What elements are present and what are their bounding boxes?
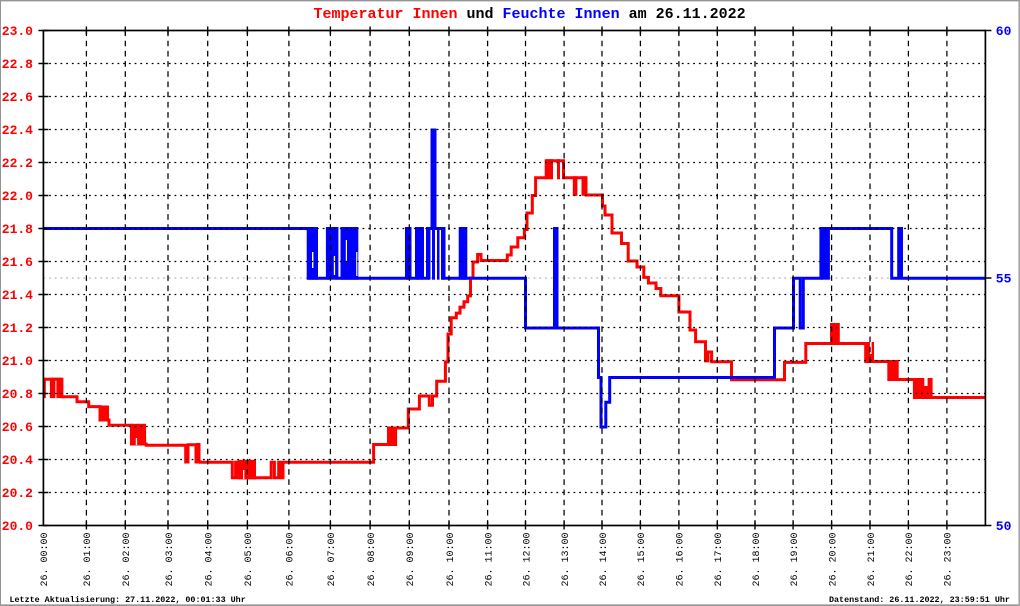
svg-text:26. 04:00: 26. 04:00 — [205, 532, 216, 586]
svg-text:21.8: 21.8 — [2, 222, 33, 237]
svg-text:26. 19:00: 26. 19:00 — [790, 532, 801, 586]
svg-text:60: 60 — [996, 24, 1012, 39]
svg-text:26. 15:00: 26. 15:00 — [637, 532, 648, 586]
svg-text:55: 55 — [996, 272, 1012, 287]
svg-text:26. 22:00: 26. 22:00 — [905, 532, 916, 586]
svg-text:26. 13:00: 26. 13:00 — [561, 532, 572, 586]
svg-text:26. 09:00: 26. 09:00 — [406, 532, 417, 586]
svg-text:26. 11:00: 26. 11:00 — [484, 532, 495, 586]
svg-text:Datenstand: 26.11.2022, 23:59:: Datenstand: 26.11.2022, 23:59:51 Uhr — [829, 595, 1010, 605]
svg-text:26. 02:00: 26. 02:00 — [122, 532, 133, 586]
svg-text:20.0: 20.0 — [2, 519, 33, 534]
svg-text:26. 03:00: 26. 03:00 — [165, 532, 176, 586]
svg-text:23.0: 23.0 — [2, 24, 33, 39]
svg-text:21.2: 21.2 — [2, 321, 33, 336]
svg-text:26. 20:00: 26. 20:00 — [828, 532, 839, 586]
svg-text:22.4: 22.4 — [2, 123, 33, 138]
svg-text:26. 17:00: 26. 17:00 — [714, 532, 725, 586]
svg-text:26. 14:00: 26. 14:00 — [599, 532, 610, 586]
svg-text:26. 12:00: 26. 12:00 — [522, 532, 533, 586]
svg-text:Letzte Aktualisierung: 27.11.2: Letzte Aktualisierung: 27.11.2022, 00:01… — [10, 595, 246, 605]
svg-text:26. 08:00: 26. 08:00 — [367, 532, 378, 586]
svg-text:21.6: 21.6 — [2, 255, 33, 270]
svg-text:22.6: 22.6 — [2, 90, 33, 105]
svg-text:22.0: 22.0 — [2, 189, 33, 204]
svg-text:20.4: 20.4 — [2, 453, 33, 468]
svg-text:21.0: 21.0 — [2, 354, 33, 369]
svg-text:26. 18:00: 26. 18:00 — [752, 532, 763, 586]
svg-text:20.8: 20.8 — [2, 387, 33, 402]
svg-text:26. 07:00: 26. 07:00 — [327, 532, 338, 586]
svg-text:Temperatur Innen und Feuchte I: Temperatur Innen und Feuchte Innen am 26… — [314, 6, 746, 23]
svg-text:50: 50 — [996, 519, 1012, 534]
svg-text:26. 06:00: 26. 06:00 — [286, 532, 297, 586]
svg-text:26. 23:00: 26. 23:00 — [944, 532, 955, 586]
svg-text:22.2: 22.2 — [2, 156, 33, 171]
svg-text:21.4: 21.4 — [2, 288, 33, 303]
svg-text:26. 01:00: 26. 01:00 — [83, 532, 94, 586]
svg-text:26. 05:00: 26. 05:00 — [244, 532, 255, 586]
svg-text:20.6: 20.6 — [2, 420, 33, 435]
svg-text:20.2: 20.2 — [2, 486, 33, 501]
svg-text:22.8: 22.8 — [2, 57, 33, 72]
svg-text:26. 00:00: 26. 00:00 — [40, 532, 51, 586]
svg-text:26. 16:00: 26. 16:00 — [676, 532, 687, 586]
svg-text:26. 10:00: 26. 10:00 — [446, 532, 457, 586]
svg-text:26. 21:00: 26. 21:00 — [867, 532, 878, 586]
